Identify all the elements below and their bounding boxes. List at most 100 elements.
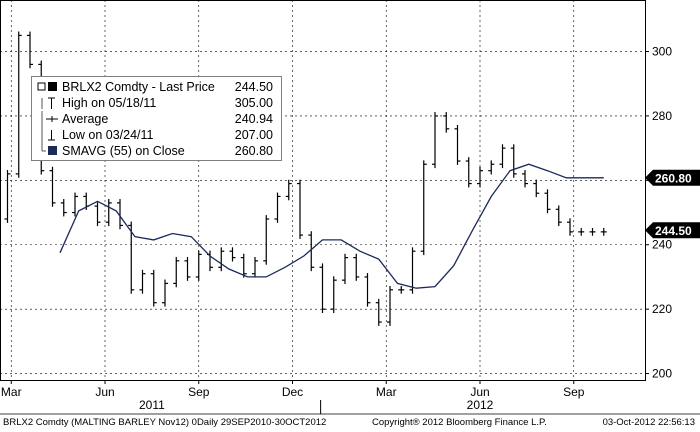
y-tick-label: 280 bbox=[652, 109, 672, 123]
legend-label: SMAVG (55) on Close bbox=[62, 144, 185, 158]
x-tick-label: Sep bbox=[563, 385, 585, 399]
legend-value: 207.00 bbox=[234, 128, 273, 142]
legend-row-last-price[interactable]: BRLX2 Comdty - Last Price 244.50 bbox=[32, 79, 281, 95]
x-tick-label: Mar bbox=[376, 385, 397, 399]
price-bar bbox=[308, 231, 315, 272]
price-bar bbox=[285, 179, 292, 201]
price-bar bbox=[229, 247, 236, 262]
price-bar bbox=[72, 192, 78, 217]
price-bar bbox=[398, 285, 405, 294]
legend-label: Low on 03/24/11 bbox=[62, 128, 154, 142]
legend-label: Average bbox=[62, 112, 109, 126]
x-tick-label: Dec bbox=[282, 385, 303, 399]
year-label: 2012 bbox=[467, 398, 494, 412]
price-bar bbox=[195, 250, 202, 281]
legend-value: 305.00 bbox=[234, 96, 273, 110]
price-bar bbox=[409, 247, 416, 294]
price-bar bbox=[432, 112, 438, 169]
legend-box[interactable]: BRLX2 Comdty - Last Price 244.50 High on… bbox=[31, 76, 282, 161]
legend-row-high[interactable]: High on 05/18/11 305.00 bbox=[32, 95, 281, 111]
price-bar bbox=[150, 269, 157, 307]
year-label: 2011 bbox=[139, 398, 165, 412]
price-bar bbox=[420, 160, 427, 256]
price-bar bbox=[522, 170, 528, 188]
price-bar bbox=[567, 218, 573, 236]
average-marker-icon bbox=[41, 111, 58, 127]
footer-copyright: Copyright® 2012 Bloomberg Finance L.P. bbox=[372, 417, 547, 428]
price-bar bbox=[600, 228, 607, 236]
price-bar bbox=[454, 124, 461, 165]
y-tick-label: 300 bbox=[652, 45, 672, 59]
price-bar bbox=[252, 256, 258, 278]
legend-row-low[interactable]: Low on 03/24/11 207.00 bbox=[32, 127, 281, 143]
price-bar bbox=[510, 144, 517, 178]
legend-label: High on 05/18/11 bbox=[62, 96, 157, 110]
price-bar bbox=[27, 31, 33, 69]
price-bar bbox=[128, 221, 135, 294]
square-icon bbox=[37, 82, 57, 91]
navy-square-icon bbox=[41, 143, 57, 155]
price-bar bbox=[105, 199, 112, 227]
price-bar bbox=[578, 228, 585, 236]
price-bar bbox=[139, 269, 146, 294]
price-bar bbox=[443, 112, 450, 133]
y-tick-label: 220 bbox=[652, 302, 672, 316]
price-bar bbox=[173, 256, 180, 288]
x-tick-label: Jun bbox=[95, 385, 114, 399]
x-tick-label: Sep bbox=[188, 385, 210, 399]
price-bar bbox=[117, 199, 123, 230]
price-bar bbox=[488, 160, 495, 175]
low-marker-icon bbox=[41, 127, 55, 143]
tag-shape bbox=[645, 169, 700, 186]
legend-value: 260.80 bbox=[234, 144, 273, 158]
tag-label: 244.50 bbox=[655, 224, 692, 238]
legend-row-smavg[interactable]: SMAVG (55) on Close 260.80 bbox=[32, 143, 281, 159]
price-bar bbox=[218, 247, 225, 272]
price-bar bbox=[364, 273, 371, 307]
footer-bar: BRLX2 Comdty (MALTING BARLEY Nov12) 0Dai… bbox=[0, 414, 700, 432]
price-bar bbox=[319, 263, 326, 314]
x-tick-label: Mar bbox=[1, 385, 22, 399]
plot-frame bbox=[0, 0, 646, 381]
price-bar bbox=[342, 253, 348, 285]
current-value-tag: 244.50 bbox=[645, 222, 700, 239]
footer-timestamp: 03-Oct-2012 22:56:13 bbox=[602, 417, 695, 428]
price-bar bbox=[499, 144, 506, 169]
legend-value: 240.94 bbox=[234, 112, 273, 126]
price-bar bbox=[274, 192, 281, 223]
grid bbox=[0, 0, 645, 380]
sma-series bbox=[59, 163, 604, 289]
price-bar bbox=[184, 256, 191, 281]
price-bar bbox=[162, 279, 168, 307]
high-marker-icon bbox=[41, 97, 55, 109]
price-bar bbox=[297, 179, 303, 239]
price-bar bbox=[544, 189, 551, 214]
price-bar bbox=[4, 170, 11, 223]
sma-line bbox=[59, 163, 604, 289]
price-bar bbox=[60, 199, 67, 217]
price-bar bbox=[477, 166, 483, 188]
price-bar bbox=[589, 228, 596, 236]
tag-label: 260.80 bbox=[655, 171, 692, 185]
footer-security-info: BRLX2 Comdty (MALTING BARLEY Nov12) 0Dai… bbox=[3, 417, 327, 428]
price-bar bbox=[375, 298, 382, 326]
legend-label: BRLX2 Comdty - Last Price bbox=[62, 80, 215, 94]
price-bar bbox=[387, 285, 393, 326]
price-bar bbox=[330, 276, 337, 314]
price-bar bbox=[94, 202, 101, 227]
current-value-tag: 260.80 bbox=[645, 169, 700, 186]
price-bar bbox=[49, 166, 56, 207]
price-bar bbox=[240, 253, 247, 278]
price-bar bbox=[263, 215, 270, 265]
x-tick-label: Jun bbox=[470, 385, 489, 399]
price-bar bbox=[465, 157, 472, 188]
legend-value: 244.50 bbox=[234, 80, 273, 94]
y-tick-label: 240 bbox=[652, 238, 672, 252]
current-value-tags: 260.80 244.50 bbox=[645, 169, 700, 239]
price-bar bbox=[555, 205, 562, 227]
legend-row-average[interactable]: Average 240.94 bbox=[32, 111, 281, 127]
price-bar bbox=[15, 31, 22, 178]
y-tick-label: 200 bbox=[652, 367, 672, 381]
tag-shape bbox=[645, 222, 700, 239]
